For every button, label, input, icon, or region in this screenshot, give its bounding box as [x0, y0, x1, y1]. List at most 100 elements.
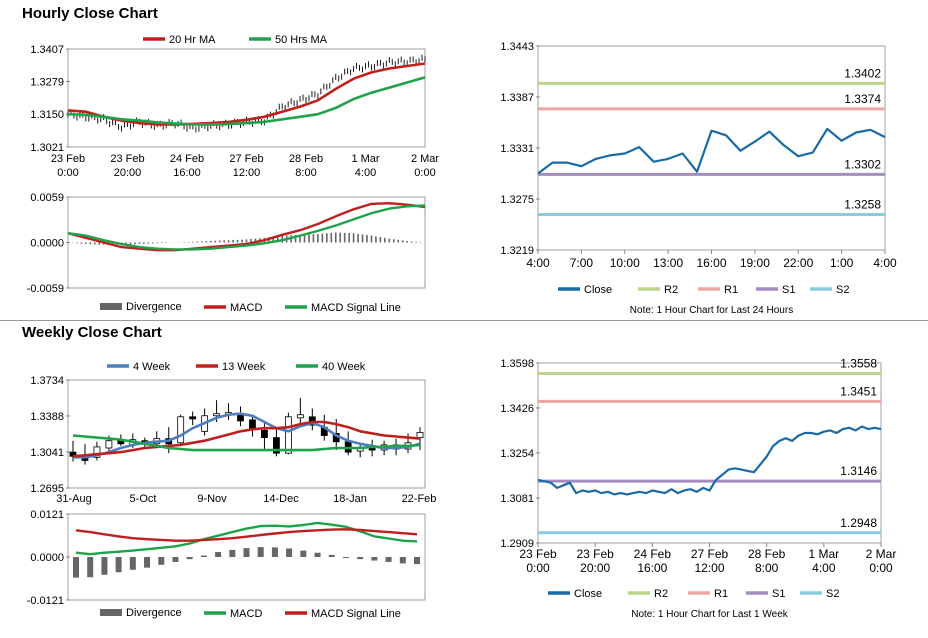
weekly-pivot-legend-close-label: Close	[574, 588, 602, 600]
hourly-price-frame	[67, 48, 426, 148]
weekly-candle-body	[273, 437, 280, 454]
weekly-macd-divergence-bar	[73, 557, 79, 578]
weekly-price-ytick-label: 1.3388	[30, 411, 64, 423]
weekly-pivot-legend-s2-label: S2	[826, 588, 839, 600]
weekly-candle-body	[177, 416, 185, 444]
hourly-price-ytick-label: 1.3021	[30, 142, 64, 154]
weekly-pivot-level-s2-label: 1.2948	[840, 516, 877, 530]
weekly-pivot-xtick-time: 0:00	[526, 561, 550, 575]
hourly-macd-ytick-label: 0.0059	[30, 192, 64, 204]
section-divider	[0, 320, 928, 321]
hourly-pivot-level-r2-label: 1.3402	[844, 66, 881, 80]
weekly-pivot-ytick-label: 1.3254	[500, 448, 534, 460]
hourly-legend-50hr-label: 50 Hrs MA	[275, 34, 328, 46]
hourly-pivot-xtick-label: 1:00	[830, 256, 854, 270]
weekly-macd-divergence-bar	[286, 548, 293, 557]
hourly-pivot-ytick-label: 1.3387	[500, 92, 534, 104]
weekly-pivot-legend-r2-label: R2	[654, 588, 668, 600]
hourly-price-xtick-date: 23 Feb	[110, 153, 144, 165]
weekly-macd-divergence-bar	[229, 549, 236, 557]
hourly-pivot-note: Note: 1 Hour Chart for Last 24 Hours	[630, 305, 793, 316]
weekly-pivot-xtick-date: 24 Feb	[634, 547, 672, 561]
hourly-section-title: Hourly Close Chart	[22, 5, 158, 22]
weekly-candle-body	[261, 429, 268, 438]
hourly-price-xtick-time: 12:00	[233, 167, 261, 179]
hourly-pivot-ytick-label: 1.3275	[500, 194, 534, 206]
weekly-price-xtick-label: 31-Aug	[56, 493, 91, 505]
hourly-price-xtick-time: 8:00	[295, 167, 316, 179]
hourly-price-series-20-hr-ma	[67, 62, 426, 126]
weekly-macd-divergence-bar	[357, 557, 364, 560]
weekly-macd-ytick-label: 0.0000	[30, 552, 64, 564]
weekly-macd-divergence-bar	[371, 557, 378, 561]
weekly-macd-divergence-bar	[342, 557, 349, 558]
weekly-macd-divergence-bar	[328, 554, 335, 557]
weekly-candle-body	[105, 440, 113, 449]
weekly-candle-body	[296, 414, 304, 419]
weekly-section-title: Weekly Close Chart	[22, 324, 162, 341]
weekly-price-xtick-label: 9-Nov	[197, 493, 227, 505]
weekly-macd-divergence-bar	[87, 557, 94, 578]
weekly-pivot-note: Note: 1 Hour Chart for Last 1 Week	[631, 609, 789, 620]
weekly-price-xtick-label: 18-Jan	[333, 493, 367, 505]
weekly-macd-divergence-bar	[314, 552, 321, 557]
hourly-pivot-level-r1-label: 1.3374	[844, 92, 881, 106]
weekly-candle-body	[93, 446, 101, 458]
weekly-price-ytick-label: 1.3734	[30, 375, 64, 387]
hourly-price-xtick-time: 0:00	[57, 167, 78, 179]
hourly-pivot-legend-r2-label: R2	[664, 284, 678, 296]
hourly-price-ytick-label: 1.3150	[30, 109, 64, 121]
hourly-macd-legend-divergence-label: Divergence	[126, 301, 182, 313]
weekly-pivot-frame	[537, 362, 882, 544]
weekly-macd-divergence-bar	[243, 548, 250, 557]
weekly-price-xtick-label: 5-Oct	[130, 493, 157, 505]
weekly-pivot-xtick-date: 27 Feb	[691, 547, 729, 561]
hourly-pivot-legend-s2-label: S2	[836, 284, 849, 296]
weekly-price-ytick-label: 1.3041	[30, 447, 64, 459]
weekly-price-series-4-week	[73, 412, 421, 459]
weekly-pivot-xtick-date: 23 Feb	[576, 547, 614, 561]
weekly-pivot-ytick-label: 1.3081	[500, 493, 534, 505]
weekly-macd-divergence-bar	[101, 557, 108, 575]
hourly-price-ytick-label: 1.3279	[30, 76, 64, 88]
hourly-price-xtick-time: 0:00	[414, 167, 435, 179]
weekly-macd-divergence-bar	[399, 557, 406, 564]
weekly-candle-body	[416, 431, 424, 438]
weekly-pivot-ytick-label: 1.3598	[500, 358, 534, 370]
weekly-candle-body	[284, 416, 292, 454]
hourly-pivot-ytick-label: 1.3219	[500, 245, 534, 257]
weekly-macd-ytick-label: 0.0121	[30, 509, 64, 521]
weekly-pivot-level-s1-label: 1.3146	[840, 464, 877, 478]
hourly-macd-ytick-label: -0.0059	[27, 283, 64, 295]
hourly-macd-legend-divergence-swatch	[100, 303, 122, 310]
weekly-macd-legend-macd-label: MACD	[230, 608, 262, 620]
weekly-macd-series-macd	[75, 521, 418, 556]
hourly-macd-series-macd	[67, 201, 426, 252]
weekly-price-ytick-label: 1.2695	[30, 483, 64, 495]
hourly-price-xtick-date: 27 Feb	[229, 153, 263, 165]
weekly-macd-series-signal	[75, 528, 418, 542]
weekly-candle-body	[189, 416, 197, 420]
hourly-pivot-ytick-label: 1.3331	[500, 143, 534, 155]
weekly-price-xtick-label: 14-Dec	[263, 493, 299, 505]
weekly-macd-divergence-bar	[115, 557, 122, 573]
hourly-price-xtick-time: 20:00	[114, 167, 142, 179]
weekly-macd-divergence-bar	[300, 550, 307, 557]
weekly-macd-divergence-bar	[215, 552, 222, 557]
weekly-macd-ytick-label: -0.0121	[27, 595, 64, 607]
hourly-price-xtick-time: 16:00	[173, 167, 201, 179]
weekly-pivot-xtick-time: 20:00	[580, 561, 610, 575]
weekly-price-xtick-label: 22-Feb	[402, 493, 437, 505]
hourly-pivot-xtick-label: 10:00	[610, 256, 640, 270]
hourly-pivot-xtick-label: 4:00	[873, 256, 897, 270]
weekly-macd-legend-divergence-swatch	[100, 609, 122, 616]
hourly-pivot-xtick-label: 22:00	[783, 256, 813, 270]
weekly-pivot-xtick-date: 1 Mar	[808, 547, 839, 561]
weekly-price-series-13-week	[72, 420, 421, 458]
hourly-pivot-xtick-label: 7:00	[570, 256, 594, 270]
hourly-price-xtick-date: 28 Feb	[289, 153, 323, 165]
hourly-pivot-legend-r1-label: R1	[724, 284, 738, 296]
weekly-pivot-xtick-time: 16:00	[637, 561, 667, 575]
weekly-pivot-xtick-time: 4:00	[812, 561, 836, 575]
hourly-macd-ytick-label: 0.0000	[30, 238, 64, 250]
